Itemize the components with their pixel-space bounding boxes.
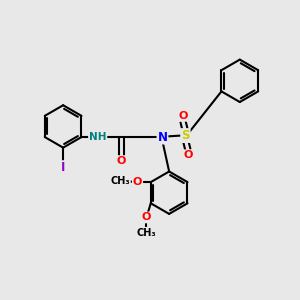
Text: O: O xyxy=(117,156,126,166)
Text: NH: NH xyxy=(89,132,106,142)
Text: I: I xyxy=(61,161,65,174)
Text: O: O xyxy=(183,150,193,160)
Text: O: O xyxy=(142,212,151,222)
Text: S: S xyxy=(181,129,190,142)
Text: CH₃: CH₃ xyxy=(110,176,130,186)
Text: O: O xyxy=(133,177,142,187)
Text: N: N xyxy=(158,130,167,143)
Text: O: O xyxy=(178,111,188,121)
Text: CH₃: CH₃ xyxy=(136,228,156,238)
